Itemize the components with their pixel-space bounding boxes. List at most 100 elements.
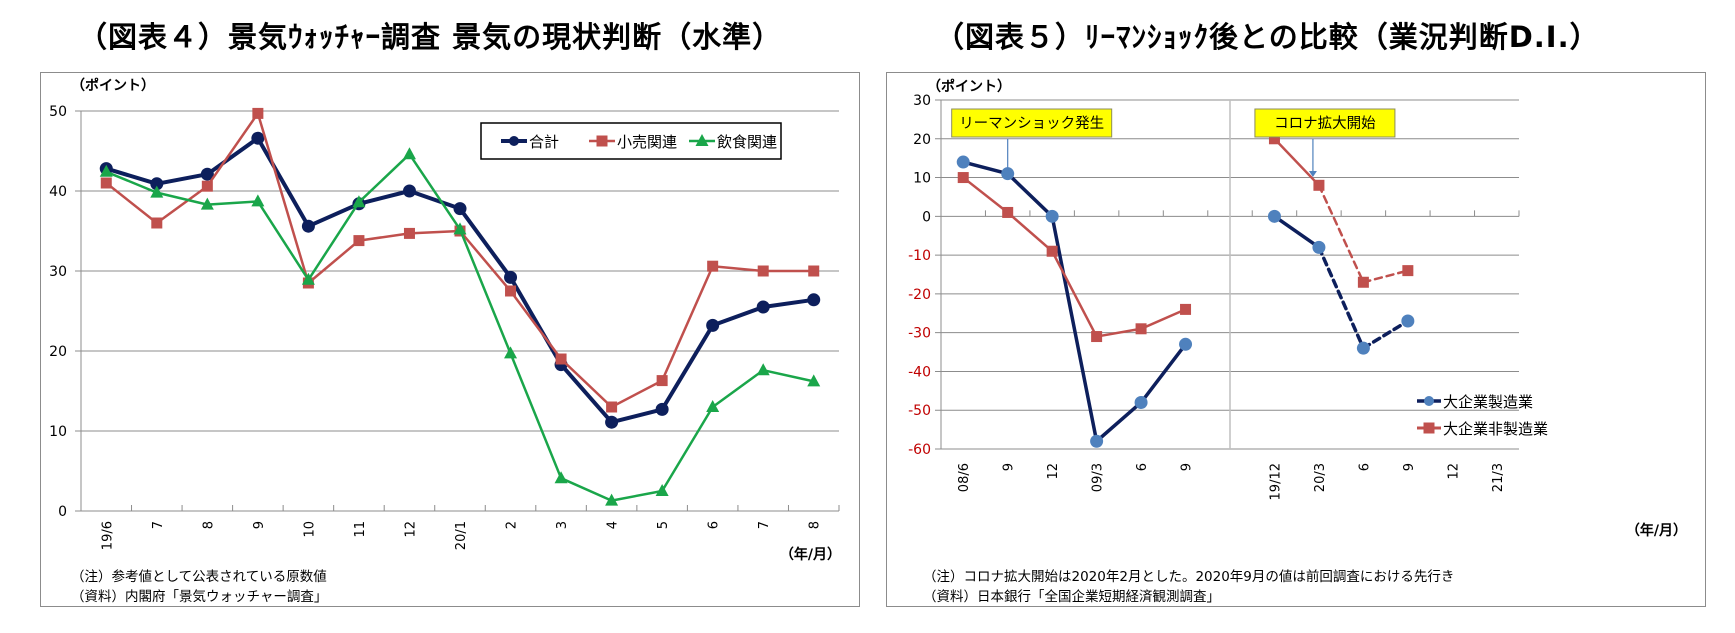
x-tick-label: 9 <box>1402 463 1417 471</box>
figure4-title: （図表４）景気ｳｫｯﾁｬｰ調査 景気の現状判断（水準） <box>78 20 783 54</box>
x-tick-label: 12 <box>403 521 418 538</box>
data-point <box>706 318 720 332</box>
x-tick-label: 12 <box>1446 463 1461 480</box>
legend-marker <box>695 134 709 146</box>
data-point <box>1356 341 1370 355</box>
data-point <box>100 177 112 189</box>
data-point <box>1134 395 1148 409</box>
series-segment-大企業製造業 <box>1317 245 1366 350</box>
series-segment-大企業製造業 <box>1272 214 1321 250</box>
figure5-panel: （ポイント） -60 -50 -40 -30 -20 -10 0 10 20 30 08/6 9 12 09… <box>886 72 1706 607</box>
data-point <box>252 107 264 119</box>
figure5-source: （資料）日本銀行「全国企業短期経済観測調査」 <box>923 589 1220 605</box>
data-point <box>1402 265 1414 277</box>
data-point <box>301 272 315 285</box>
data-point <box>151 217 163 229</box>
x-tick-label: 09/3 <box>1091 463 1106 492</box>
figure4-chart: （ポイント） 0 10 20 30 40 50 19/6 7 8 9 10 11 12 20/1 2 3 4 5 6 7… <box>49 77 841 563</box>
data-point <box>1312 240 1326 254</box>
arrow-head-icon <box>1003 171 1012 177</box>
figure5-chart: （ポイント） -60 -50 -40 -30 -20 -10 0 10 20 30 08/6 9 12 09… <box>908 78 1687 539</box>
series-segment-大企業非製造業 <box>1317 184 1365 284</box>
data-point <box>1045 209 1059 223</box>
x-tick-label: 08/6 <box>957 463 972 492</box>
x-tick-label: 20/1 <box>454 521 469 550</box>
series-segment-大企業非製造業 <box>1362 269 1410 284</box>
x-tick-label: 10 <box>302 521 317 538</box>
x-tick-label: 7 <box>151 521 166 529</box>
data-point <box>1401 314 1415 328</box>
data-point <box>1090 434 1104 448</box>
x-tick-label: 9 <box>1002 463 1017 471</box>
annotation-box <box>1254 108 1396 138</box>
annotation-label: コロナ拡大開始 <box>1274 115 1376 132</box>
series-segment-大企業非製造業 <box>1050 249 1098 338</box>
legend-label: 小売関連 <box>617 133 677 151</box>
legend-label: 大企業非製造業 <box>1443 420 1548 438</box>
x-tick-label: 6 <box>1357 463 1372 471</box>
y-tick-label: -10 <box>908 248 931 264</box>
y-tick-label: -40 <box>908 364 931 380</box>
data-point <box>956 155 970 169</box>
x-tick-label: 8 <box>201 521 216 529</box>
x-tick-label: 7 <box>757 521 772 529</box>
annotation-label: リーマンショック発生 <box>959 115 1104 132</box>
x-tick-label: 19/12 <box>1268 463 1283 500</box>
data-point <box>1267 209 1281 223</box>
data-point <box>99 164 113 177</box>
data-point <box>251 194 265 207</box>
data-point <box>957 172 969 184</box>
data-point <box>1091 331 1103 343</box>
data-point <box>1179 337 1193 351</box>
y-tick-label: -20 <box>908 287 931 303</box>
legend-label: 大企業製造業 <box>1443 393 1533 411</box>
x-tick-label: 12 <box>1046 463 1061 480</box>
x-tick-label: 3 <box>555 521 570 529</box>
y-tick-label: 30 <box>913 93 931 109</box>
y-tick-label: 40 <box>49 184 67 200</box>
y-tick-label: -50 <box>908 403 931 419</box>
data-point <box>606 401 618 413</box>
series-segment-大企業製造業 <box>1005 171 1054 219</box>
data-point <box>1313 179 1325 191</box>
series-segment-大企業製造業 <box>1094 400 1143 443</box>
annotation-box <box>951 108 1113 138</box>
x-tick-label: 21/3 <box>1491 463 1506 492</box>
data-point <box>453 202 467 216</box>
data-point <box>807 293 821 307</box>
data-point <box>504 270 518 284</box>
x-tick-label: 6 <box>1135 463 1150 471</box>
data-point <box>1357 276 1369 288</box>
legend-marker <box>509 136 519 146</box>
data-point <box>200 197 214 210</box>
x-tick-label: 19/6 <box>100 521 115 550</box>
arrow-head-icon <box>1308 171 1317 177</box>
data-point <box>505 285 517 297</box>
legend-box <box>480 122 782 160</box>
data-point <box>1135 323 1147 335</box>
data-point <box>555 353 567 365</box>
data-point <box>655 484 669 496</box>
legend-marker <box>1424 396 1434 406</box>
data-point <box>200 167 214 181</box>
series-segment-大企業非製造業 <box>1273 137 1321 187</box>
data-point <box>706 400 720 412</box>
data-point <box>301 219 315 233</box>
figure4-panel: （ポイント） 0 10 20 30 40 50 19/6 7 8 9 10 11 12 20/1 2 3 4 5 6 7… <box>40 72 860 607</box>
y-tick-label: 20 <box>49 344 67 360</box>
legend-label: 飲食関連 <box>717 133 777 151</box>
y-tick-label: 10 <box>49 424 67 440</box>
figure5-title: （図表５）ﾘｰﾏﾝｼｮｯｸ後との比較（業況判断D.I.） <box>935 20 1600 54</box>
series-segment-大企業非製造業 <box>961 176 1009 214</box>
x-tick-label: 11 <box>353 521 368 538</box>
data-point <box>707 260 719 272</box>
y-tick-label: -60 <box>908 442 931 458</box>
data-point <box>757 265 769 277</box>
y-axis-unit-label: （ポイント） <box>71 77 155 94</box>
legend-marker <box>1423 422 1435 434</box>
series-segment-大企業非製造業 <box>1006 211 1054 253</box>
data-point <box>554 471 568 484</box>
y-tick-label: -30 <box>908 326 931 342</box>
y-tick-label: 30 <box>49 264 67 280</box>
data-point <box>1046 245 1058 257</box>
